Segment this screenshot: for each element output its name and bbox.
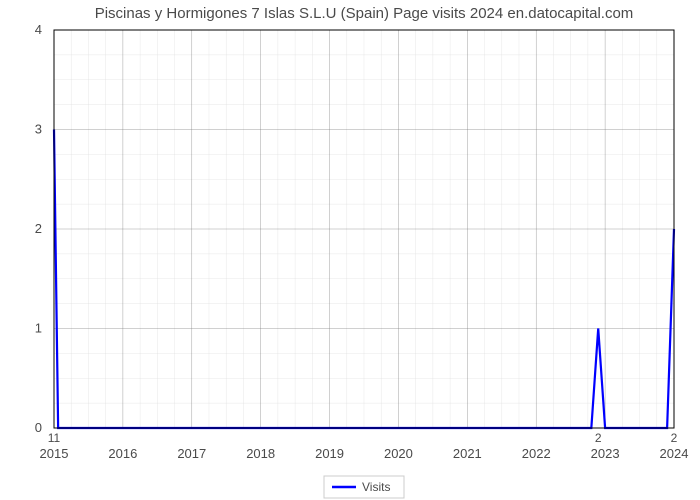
x-tick-label: 2015	[40, 446, 69, 461]
data-point-label: 2	[671, 431, 678, 445]
chart-container: 0 1 2 3 4 2015 2016 2017 2018 2019 2020 2021 2022 202…	[0, 0, 700, 500]
y-tick-label: 2	[35, 221, 42, 236]
x-tick-label: 2020	[384, 446, 413, 461]
data-point-label: 2	[595, 431, 602, 445]
x-tick-label: 2021	[453, 446, 482, 461]
x-tick-label: 2018	[246, 446, 275, 461]
chart-title: Piscinas y Hormigones 7 Islas S.L.U (Spa…	[95, 5, 634, 22]
y-tick-label: 1	[35, 321, 42, 336]
x-tick-label: 2019	[315, 446, 344, 461]
x-tick-label: 2023	[591, 446, 620, 461]
data-point-label: 11	[48, 431, 61, 445]
x-tick-label: 2024	[660, 446, 689, 461]
x-tick-label: 2022	[522, 446, 551, 461]
legend-label: Visits	[362, 480, 390, 494]
y-tick-label: 0	[35, 420, 42, 435]
y-tick-label: 4	[35, 22, 42, 37]
x-tick-label: 2016	[108, 446, 137, 461]
y-tick-label: 3	[35, 122, 42, 137]
x-tick-label: 2017	[177, 446, 206, 461]
legend: Visits	[324, 476, 404, 498]
chart-svg: 0 1 2 3 4 2015 2016 2017 2018 2019 2020 2021 2022 202…	[0, 0, 700, 500]
